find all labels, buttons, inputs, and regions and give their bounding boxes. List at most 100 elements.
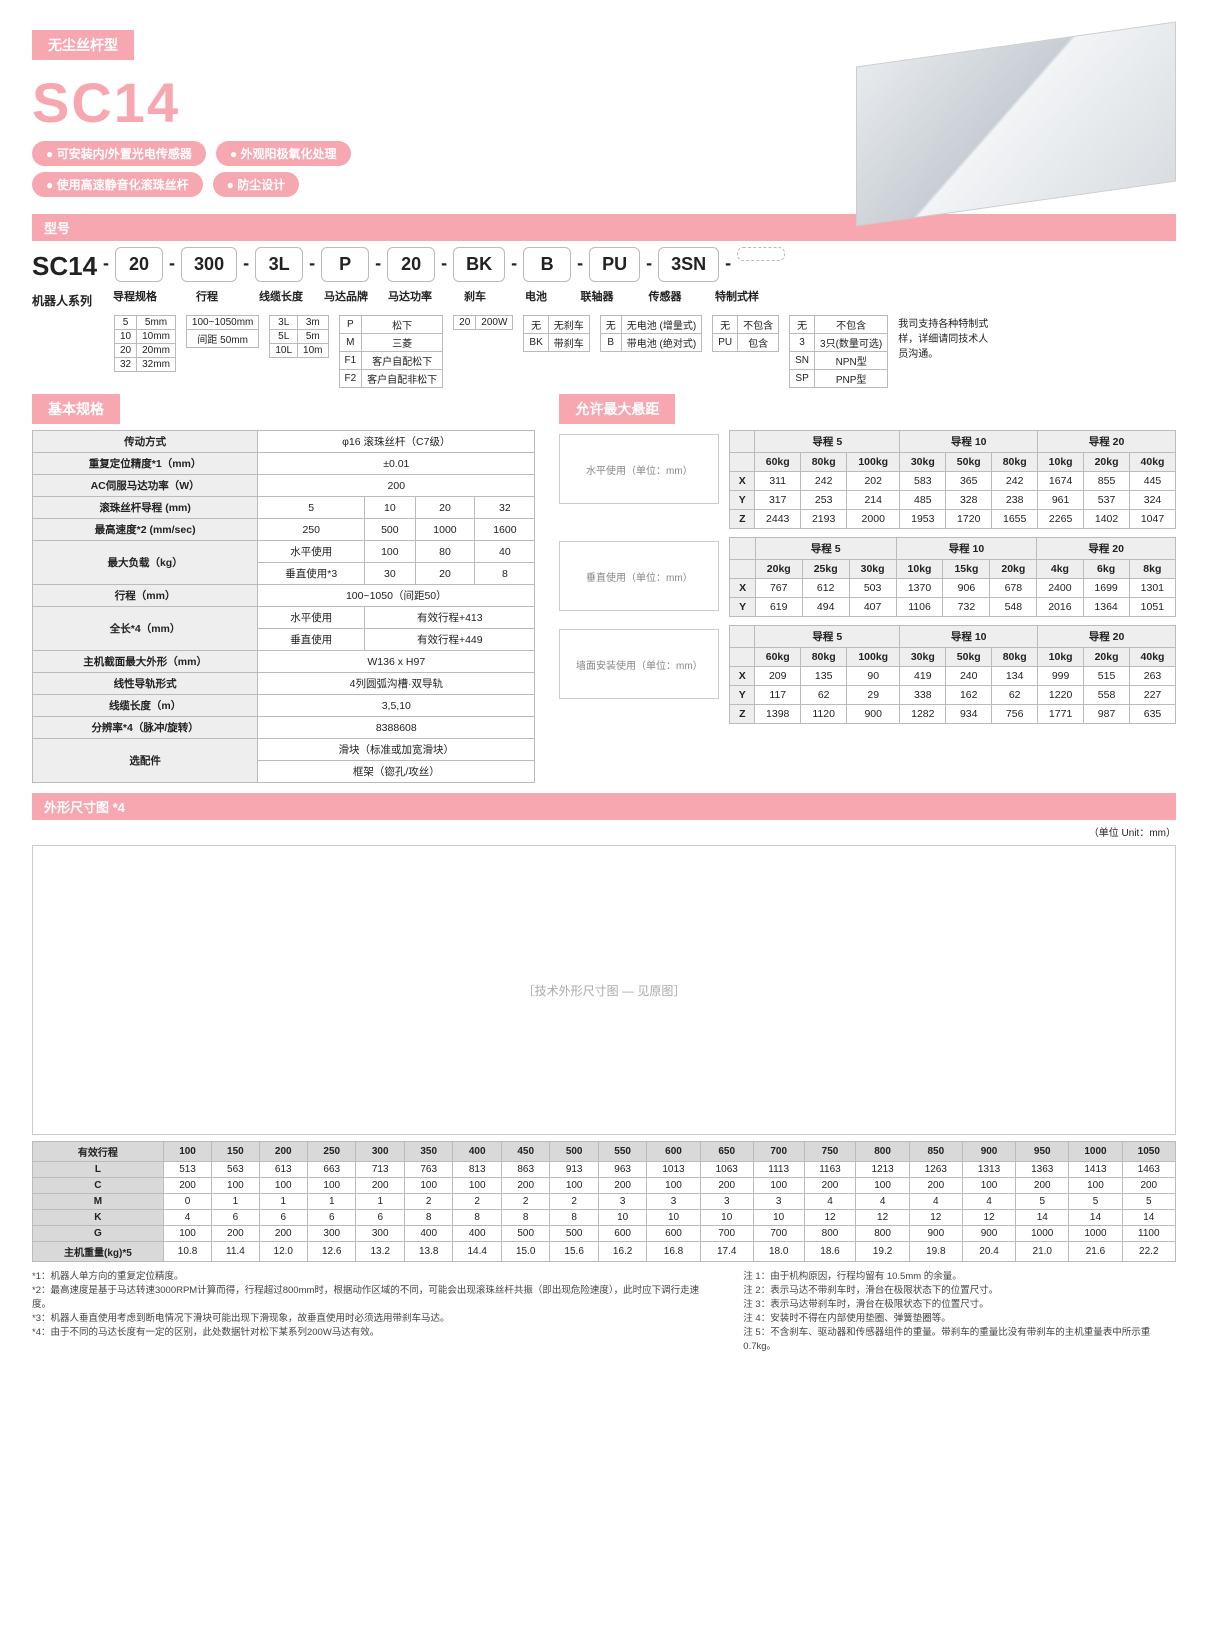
feature-row-2: ● 使用高速静音化滚珠丝杆 ● 防尘设计: [32, 172, 351, 197]
ovh-cell: 494: [802, 598, 849, 617]
opt-batt: 无无电池 (增量式)B带电池 (绝对式): [600, 315, 702, 352]
dim-cell: 22.2: [1122, 1242, 1175, 1262]
spec-val: φ16 滚珠丝杆（C7级）: [258, 431, 535, 453]
overhang-diagram: 墙面安装使用（单位：mm）: [559, 629, 719, 699]
dim-cell: 14: [1069, 1210, 1122, 1226]
dim-cell: 1000: [1069, 1226, 1122, 1242]
opt-cell: F2: [339, 370, 362, 388]
model-label: 线缆长度: [250, 288, 312, 304]
dim-cell: 3: [598, 1194, 646, 1210]
ovh-cell: 619: [755, 598, 802, 617]
dim-cell: 863: [501, 1162, 549, 1178]
footnote: 注 5：不含刹车、驱动器和传感器组件的重量。带刹车的重量比没有带刹车的主机重量表…: [743, 1324, 1176, 1352]
dim-cell: 8: [550, 1210, 598, 1226]
dim-cell: 200: [909, 1178, 962, 1194]
dim-cell: 5: [1069, 1194, 1122, 1210]
model-box: 3SN: [658, 247, 719, 282]
category-band: 无尘丝杆型: [32, 30, 134, 60]
model-label-row: 机器人系列 导程规格 行程 线缆长度 马达品牌 马达功率 刹车 电池 联轴器 传…: [32, 288, 1176, 309]
opt-cell: 间距 50mm: [186, 330, 258, 348]
opt-cell: SN: [790, 352, 815, 370]
dim-cell: 14: [1016, 1210, 1069, 1226]
opt-cell: 带电池 (绝对式): [621, 334, 701, 352]
ovh-col: 60kg: [755, 453, 801, 472]
opt-cell: 20mm: [137, 344, 176, 358]
ovh-cell: 1047: [1130, 510, 1176, 529]
dim-cell: 21.0: [1016, 1242, 1069, 1262]
spec-val: 1000: [415, 519, 475, 541]
dim-cell: 100: [404, 1178, 452, 1194]
spec-val: 100: [365, 541, 415, 563]
feature-pill: ● 可安装内/外置光电传感器: [32, 141, 206, 166]
ovh-cell: 906: [943, 579, 990, 598]
spec-key: 行程（mm）: [33, 585, 258, 607]
dim-cell: 20.4: [962, 1242, 1015, 1262]
model-box: 300: [181, 247, 237, 282]
model-code-row: SC14 - 20- 300- 3L- P- 20- BK- B- PU- 3S…: [32, 247, 1176, 282]
dim-cell: 100: [453, 1178, 501, 1194]
ovh-cell: 1771: [1038, 705, 1084, 724]
dim-cell: 100: [647, 1178, 700, 1194]
dim-cell: 100: [753, 1178, 804, 1194]
basic-spec-table: 传动方式φ16 滚珠丝杆（C7级） 重复定位精度*1（mm）±0.01 AC伺服…: [32, 430, 535, 783]
dim-cell: 763: [404, 1162, 452, 1178]
opt-cell: NPN型: [815, 352, 888, 370]
ovh-cell: 767: [755, 579, 802, 598]
dim-cell: 100: [212, 1178, 259, 1194]
overhang-title: 允许最大悬距: [559, 394, 675, 424]
opt-cell: PNP型: [815, 370, 888, 388]
dim-cell: 563: [212, 1162, 259, 1178]
opt-cell: SP: [790, 370, 815, 388]
ovh-rowkey: Z: [730, 705, 755, 724]
opt-coup: 无不包含PU包含: [712, 315, 779, 352]
spec-val: 滑块（标准或加宽滑块）: [258, 739, 535, 761]
dim-head: 850: [909, 1142, 962, 1162]
ovh-cell: 612: [802, 579, 849, 598]
model-label: 联轴器: [568, 288, 626, 304]
ovh-col: 60kg: [755, 648, 801, 667]
dim-rowkey: L: [33, 1162, 164, 1178]
ovh-col: 20kg: [1084, 648, 1130, 667]
dims-unit: （单位 Unit：mm）: [32, 824, 1176, 839]
spec-sub: 水平使用: [258, 607, 365, 629]
dim-head: 300: [356, 1142, 404, 1162]
dim-cell: 800: [856, 1226, 909, 1242]
ovh-cell: 756: [992, 705, 1038, 724]
dim-cell: 5: [1016, 1194, 1069, 1210]
ovh-cell: 62: [992, 686, 1038, 705]
dim-cell: 10: [753, 1210, 804, 1226]
dim-cell: 500: [501, 1226, 549, 1242]
spec-val: 100~1050（间距50）: [258, 585, 535, 607]
ovh-cell: 365: [946, 472, 992, 491]
ovh-cell: 29: [847, 686, 900, 705]
dim-cell: 18.0: [753, 1242, 804, 1262]
ovh-cell: 732: [943, 598, 990, 617]
dim-head: 550: [598, 1142, 646, 1162]
ovh-cell: 62: [801, 686, 847, 705]
dim-cell: 513: [163, 1162, 211, 1178]
opt-cell: 无: [524, 316, 548, 334]
dimension-table: 有效行程100150200250300350400450500550600650…: [32, 1141, 1176, 1262]
dim-cell: 2: [501, 1194, 549, 1210]
dim-cell: 100: [856, 1178, 909, 1194]
ovh-col: 30kg: [900, 453, 946, 472]
dim-head: 950: [1016, 1142, 1069, 1162]
overhang-tables: 水平使用（单位：mm）导程 5导程 10导程 2060kg80kg100kg30…: [559, 430, 1176, 724]
dim-cell: 21.6: [1069, 1242, 1122, 1262]
series-label: 机器人系列: [32, 288, 100, 309]
ovh-group-header: 导程 10: [900, 626, 1038, 648]
opt-cell: 无: [713, 316, 738, 334]
opt-motor: P松下M三菱F1客户自配松下F2客户自配非松下: [339, 315, 444, 388]
opt-cell: 100~1050mm: [186, 316, 258, 330]
dim-head: 有效行程: [33, 1142, 164, 1162]
ovh-col: 10kg: [896, 560, 943, 579]
dim-cell: 10: [647, 1210, 700, 1226]
spec-val: 20: [415, 563, 475, 585]
ovh-cell: 1106: [896, 598, 943, 617]
opt-cell: 无: [600, 316, 621, 334]
ovh-cell: 2265: [1038, 510, 1084, 529]
opt-cell: 无刹车: [548, 316, 589, 334]
ovh-col: 100kg: [847, 453, 900, 472]
dim-head: 100: [163, 1142, 211, 1162]
opt-cell: 3: [790, 334, 815, 352]
